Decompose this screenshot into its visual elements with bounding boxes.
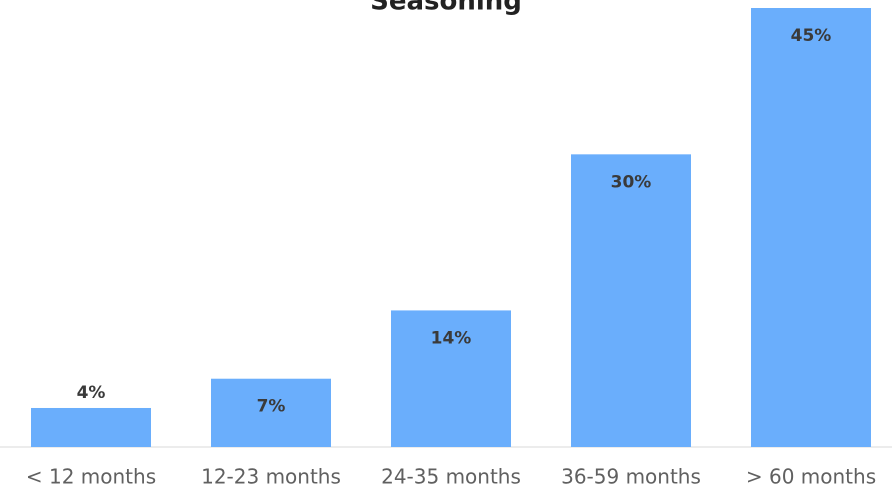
value-label: 30% xyxy=(611,172,652,192)
bar xyxy=(391,310,511,447)
value-label: 4% xyxy=(77,383,106,403)
bar xyxy=(571,154,691,448)
x-tick-label: < 12 months xyxy=(26,465,156,489)
value-label: 14% xyxy=(431,328,472,348)
bar xyxy=(751,8,871,447)
value-label: 7% xyxy=(257,397,286,417)
bar xyxy=(31,407,151,447)
chart-title: Seasoning xyxy=(370,0,522,17)
bar xyxy=(211,378,331,447)
x-tick-label: 12-23 months xyxy=(201,465,341,489)
x-tick-label: 36-59 months xyxy=(561,465,701,489)
value-label: 45% xyxy=(791,26,832,46)
x-tick-label: > 60 months xyxy=(746,465,876,489)
x-tick-label: 24-35 months xyxy=(381,465,521,489)
